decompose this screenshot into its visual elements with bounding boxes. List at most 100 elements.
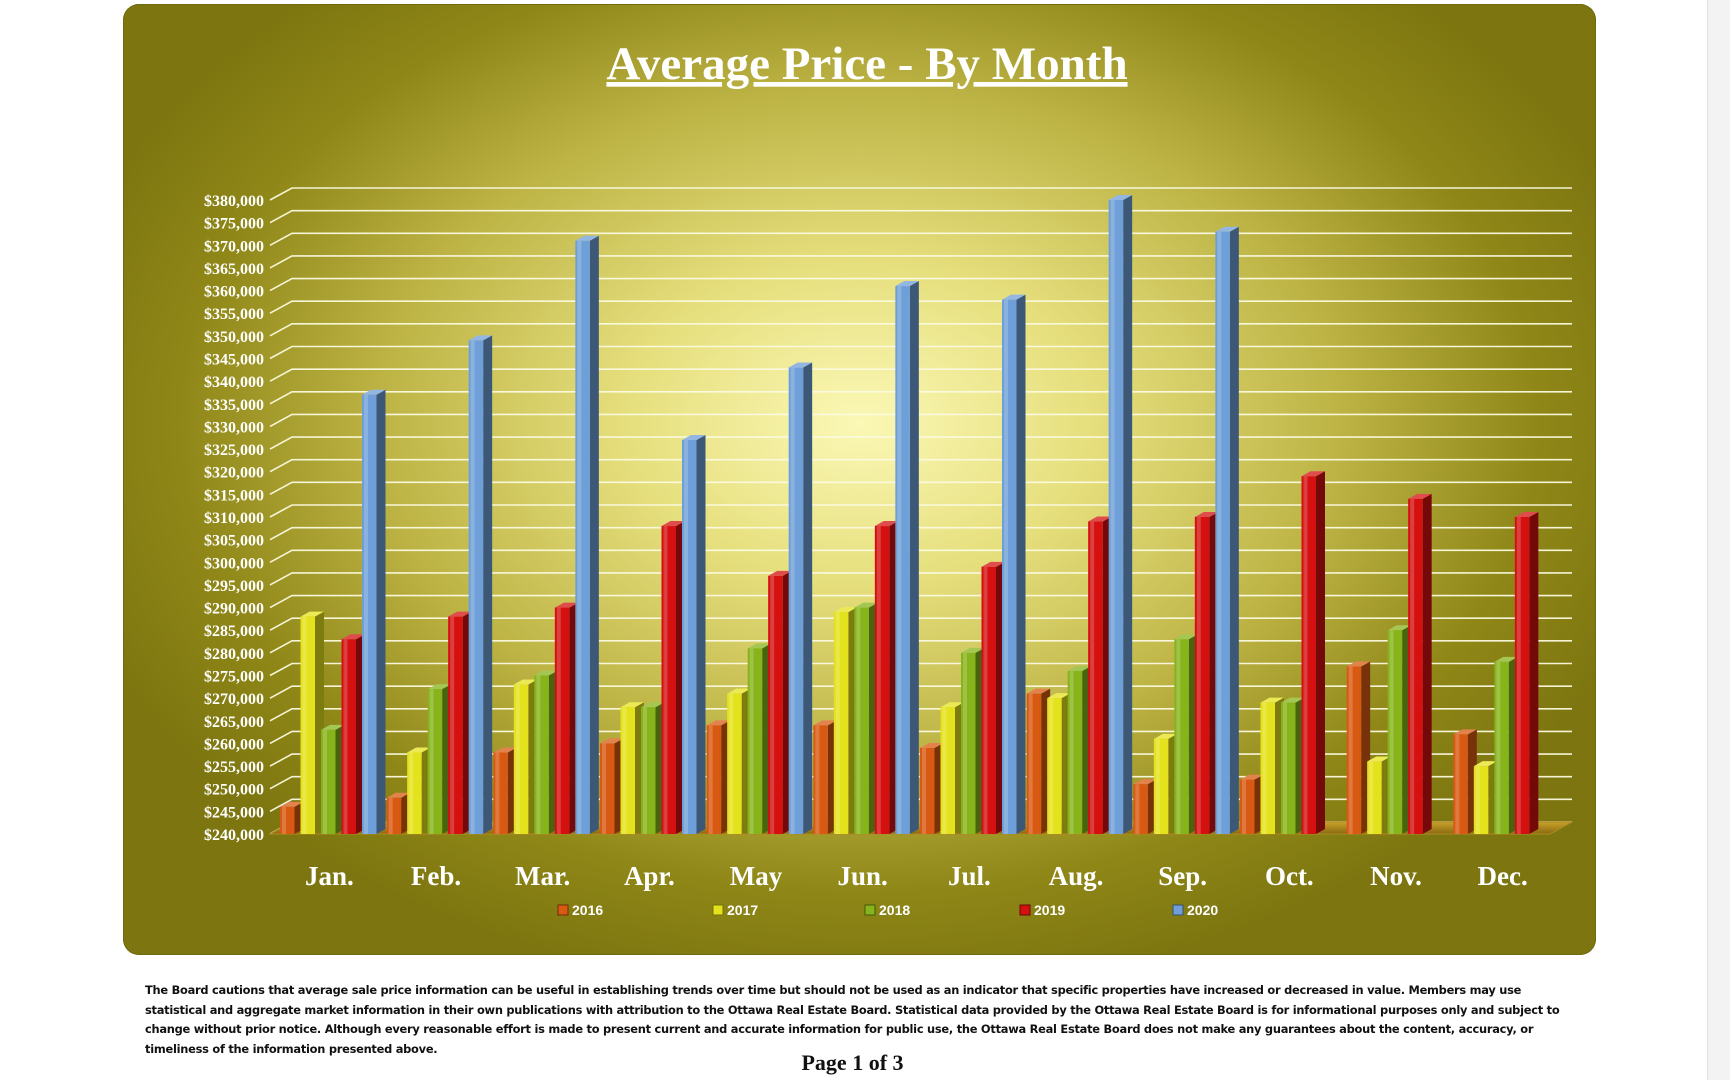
y-tick-label: $295,000	[204, 578, 264, 595]
y-tick-label: $305,000	[204, 533, 264, 550]
chart-title: Average Price - By Month	[606, 38, 1127, 90]
bar-top	[1260, 697, 1284, 703]
bar-2017-jan	[300, 611, 324, 834]
gridline	[269, 775, 1572, 790]
bar-top	[300, 611, 324, 617]
bar-top	[386, 792, 411, 798]
gridline	[269, 662, 1572, 677]
legend-swatch	[864, 904, 876, 916]
bar-highlight	[282, 806, 286, 834]
bar-top	[1281, 697, 1305, 703]
y-tick-label: $315,000	[204, 487, 264, 504]
bar-side	[696, 435, 706, 834]
disclaimer-text: The Board cautions that average sale pri…	[145, 983, 1560, 1056]
bar-2020-jul	[1002, 294, 1026, 835]
bar-2016-jan	[280, 801, 304, 834]
gridline	[269, 730, 1572, 745]
gridline	[269, 707, 1572, 722]
bar-2016-dec	[1453, 729, 1477, 834]
bar-highlight	[622, 707, 627, 834]
bar-top	[768, 570, 792, 576]
bar-2017-jun	[833, 607, 858, 834]
page-number: Page 1 of 3	[801, 1050, 904, 1075]
bar-top	[1153, 733, 1178, 739]
bar-top	[448, 611, 472, 617]
bar-highlight	[729, 693, 734, 834]
gridline	[269, 413, 1572, 428]
y-tick-label: $350,000	[204, 329, 264, 346]
bar-highlight	[876, 526, 881, 834]
bar-highlight	[1135, 784, 1140, 834]
x-tick-label: Mar.	[515, 861, 570, 891]
x-tick-label: Apr.	[624, 861, 675, 891]
bar-2019-jul	[981, 561, 1005, 834]
bar-top	[1387, 625, 1412, 631]
bar-highlight	[1455, 734, 1460, 834]
bar-highlight	[963, 652, 967, 834]
bar-chart: $240,000 $245,000 $250,000 $255,000 $260,000…	[204, 38, 1573, 918]
bar-top	[280, 801, 304, 807]
bar-side	[1229, 226, 1239, 834]
y-tick-label: $290,000	[204, 601, 264, 618]
bar-highlight	[1348, 666, 1353, 834]
y-tick-label: $345,000	[204, 352, 264, 369]
bar-2017-jul	[940, 702, 964, 834]
bar-top	[1215, 226, 1239, 232]
bar-2018-feb	[427, 684, 452, 834]
bar-top	[1514, 512, 1539, 517]
bar-top	[1174, 634, 1198, 640]
legend-label: 2019	[1034, 902, 1065, 918]
bar-2019-apr	[661, 521, 685, 834]
y-tick-label: $360,000	[204, 284, 264, 301]
legend-swatch	[557, 904, 569, 916]
legend-label: 2017	[727, 902, 758, 918]
bar-2017-may	[727, 688, 751, 834]
bar-top	[1367, 756, 1391, 762]
y-tick-label: $285,000	[204, 623, 264, 640]
bar-highlight	[602, 743, 606, 834]
gridline	[269, 300, 1572, 314]
y-tick-label: $245,000	[204, 804, 264, 821]
bar-top	[513, 679, 538, 685]
legend-entry-2018: 2018	[864, 902, 910, 918]
bar-2018-jul	[961, 647, 985, 834]
x-tick-label: Oct.	[1265, 861, 1314, 891]
bar-top	[1473, 761, 1498, 767]
gridline	[269, 685, 1572, 699]
legend-entry-2019: 2019	[1019, 902, 1065, 918]
x-tick-label: Jul.	[948, 861, 991, 891]
bar-2019-mar	[554, 602, 579, 834]
bar-top	[1067, 665, 1092, 671]
y-tick-label: $310,000	[204, 510, 264, 527]
bar-highlight	[1303, 476, 1308, 834]
bar-2016-mar	[493, 747, 517, 834]
bar-2019-sep	[1194, 512, 1219, 834]
bar-highlight	[1496, 661, 1501, 834]
bar-top	[747, 643, 772, 649]
bar-2020-apr	[682, 435, 706, 834]
bar-top	[661, 521, 685, 527]
bar-2017-mar	[513, 679, 538, 834]
bar-top	[493, 747, 517, 753]
y-tick-label: $325,000	[204, 442, 264, 459]
gridline	[269, 390, 1572, 405]
bar-top	[427, 684, 452, 690]
bar-2018-dec	[1494, 656, 1518, 834]
gridline	[269, 368, 1572, 382]
bar-2016-feb	[386, 792, 411, 834]
bar-2016-oct	[1240, 774, 1264, 834]
bar-2018-may	[747, 643, 772, 834]
bar-highlight	[364, 394, 368, 834]
bar-2018-jan	[321, 724, 345, 834]
bar-highlight	[684, 440, 688, 834]
bar-2017-sep	[1153, 733, 1178, 834]
bar-2017-feb	[407, 747, 431, 834]
bar-highlight	[470, 340, 475, 834]
bar-2018-sep	[1174, 634, 1198, 834]
x-tick-label: Feb.	[411, 861, 461, 891]
bar-highlight	[643, 707, 647, 834]
scrollbar[interactable]	[1707, 0, 1730, 1080]
bar-highlight	[922, 747, 926, 834]
bar-highlight	[1262, 702, 1267, 834]
bar-top	[1002, 294, 1026, 300]
